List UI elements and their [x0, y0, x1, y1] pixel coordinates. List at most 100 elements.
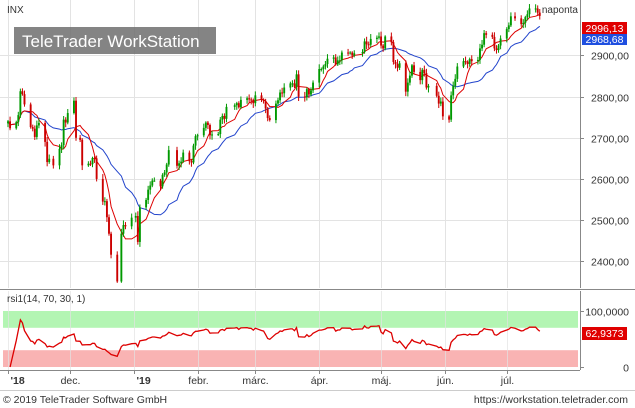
candle-body[interactable] — [260, 95, 263, 100]
candle-body[interactable] — [192, 145, 195, 163]
candle-body[interactable] — [369, 38, 372, 45]
candle-body[interactable] — [89, 163, 92, 165]
candle-body[interactable] — [538, 12, 541, 16]
candle-body[interactable] — [211, 134, 213, 136]
candle-body[interactable] — [479, 48, 481, 60]
candle-body[interactable] — [79, 137, 82, 140]
candle-body[interactable] — [58, 148, 61, 166]
candle-body[interactable] — [365, 41, 368, 45]
candle-body[interactable] — [349, 52, 352, 54]
candle-body[interactable] — [456, 66, 459, 79]
candle-body[interactable] — [7, 121, 9, 124]
candle-body[interactable] — [340, 52, 343, 61]
candle-body[interactable] — [136, 216, 139, 242]
candle-body[interactable] — [336, 60, 339, 65]
candle-body[interactable] — [202, 127, 205, 136]
candle-body[interactable] — [178, 163, 181, 166]
candle-body[interactable] — [408, 75, 411, 83]
candle-body[interactable] — [93, 157, 96, 159]
candle-body[interactable] — [122, 225, 125, 234]
candle-body[interactable] — [159, 180, 162, 187]
candle-body[interactable] — [450, 95, 453, 120]
candle-body[interactable] — [252, 99, 255, 104]
candle-body[interactable] — [423, 69, 426, 74]
candle-body[interactable] — [165, 164, 168, 173]
candle-body[interactable] — [262, 99, 265, 102]
candle-body[interactable] — [466, 61, 469, 65]
candle-body[interactable] — [481, 44, 483, 49]
candle-body[interactable] — [62, 119, 65, 146]
candle-body[interactable] — [485, 33, 488, 35]
candle-body[interactable] — [248, 98, 251, 100]
candle-body[interactable] — [266, 108, 269, 118]
candle-body[interactable] — [101, 178, 104, 202]
candle-body[interactable] — [23, 94, 26, 105]
candle-body[interactable] — [289, 83, 292, 88]
candle-body[interactable] — [439, 101, 442, 104]
candle-body[interactable] — [470, 59, 473, 62]
candle-body[interactable] — [536, 8, 539, 13]
candle-body[interactable] — [398, 63, 401, 68]
candle-body[interactable] — [209, 125, 211, 136]
candle-body[interactable] — [382, 45, 385, 49]
candle-body[interactable] — [476, 59, 479, 62]
candle-body[interactable] — [35, 125, 38, 137]
candle-body[interactable] — [176, 150, 178, 166]
candle-body[interactable] — [225, 106, 228, 119]
candle-body[interactable] — [522, 22, 525, 25]
candle-body[interactable] — [363, 41, 366, 53]
candle-body[interactable] — [217, 134, 220, 136]
candle-body[interactable] — [60, 145, 63, 149]
candle-body[interactable] — [15, 122, 18, 129]
candle-body[interactable] — [29, 104, 32, 128]
candle-body[interactable] — [483, 33, 486, 45]
candle-body[interactable] — [149, 185, 152, 190]
candle-body[interactable] — [307, 89, 310, 95]
candle-body[interactable] — [120, 233, 123, 282]
candle-body[interactable] — [254, 95, 257, 104]
candle-body[interactable] — [153, 180, 156, 182]
candle-body[interactable] — [413, 65, 415, 72]
candle-body[interactable] — [524, 17, 527, 23]
candle-body[interactable] — [509, 16, 512, 26]
candle-body[interactable] — [495, 48, 498, 51]
candle-body[interactable] — [462, 61, 465, 67]
candle-body[interactable] — [394, 62, 397, 65]
candle-body[interactable] — [130, 217, 133, 227]
footer-url[interactable]: https://workstation.teletrader.com — [474, 394, 628, 406]
candle-body[interactable] — [206, 122, 209, 125]
candle-body[interactable] — [221, 115, 224, 120]
candle-body[interactable] — [324, 64, 327, 67]
candle-body[interactable] — [110, 233, 113, 255]
candle-body[interactable] — [264, 101, 267, 109]
candle-body[interactable] — [435, 85, 438, 96]
candle-body[interactable] — [367, 44, 370, 46]
candle-body[interactable] — [17, 115, 20, 123]
candle-body[interactable] — [505, 29, 508, 39]
candle-body[interactable] — [468, 59, 471, 65]
candle-body[interactable] — [163, 172, 166, 175]
candle-body[interactable] — [75, 100, 77, 138]
candle-body[interactable] — [303, 96, 306, 98]
candle-body[interactable] — [219, 119, 222, 135]
candle-body[interactable] — [320, 69, 323, 70]
candle-body[interactable] — [190, 161, 193, 163]
candle-body[interactable] — [312, 82, 314, 91]
candle-body[interactable] — [406, 82, 409, 92]
candle-body[interactable] — [425, 73, 428, 88]
candle-body[interactable] — [233, 105, 236, 107]
candle-body[interactable] — [404, 63, 407, 92]
candle-body[interactable] — [392, 42, 395, 62]
candle-body[interactable] — [493, 36, 496, 49]
candle-body[interactable] — [31, 127, 34, 129]
candle-body[interactable] — [310, 90, 312, 95]
candle-body[interactable] — [351, 52, 354, 56]
candle-body[interactable] — [332, 57, 335, 59]
candle-body[interactable] — [250, 99, 253, 101]
candle-body[interactable] — [145, 199, 148, 208]
candle-body[interactable] — [390, 36, 393, 43]
candle-body[interactable] — [91, 157, 94, 165]
candle-body[interactable] — [334, 57, 337, 65]
candle-body[interactable] — [268, 118, 271, 121]
candle-body[interactable] — [44, 122, 47, 142]
